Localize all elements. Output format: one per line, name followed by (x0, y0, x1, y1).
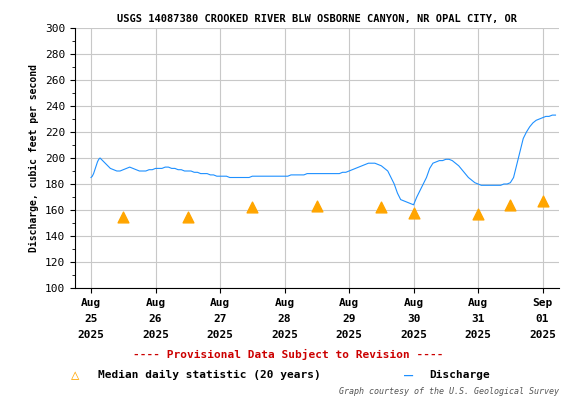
Text: 2025: 2025 (271, 330, 298, 340)
Text: Aug: Aug (468, 298, 488, 308)
Text: 2025: 2025 (78, 330, 104, 340)
Text: Median daily statistic (20 years): Median daily statistic (20 years) (98, 370, 321, 380)
Point (119, 213, 128, 220)
Text: Sep: Sep (532, 298, 553, 308)
Text: 27: 27 (213, 314, 227, 324)
Text: ---- Provisional Data Subject to Revision ----: ---- Provisional Data Subject to Revisio… (132, 348, 444, 360)
Point (377, 204, 386, 210)
Text: —: — (404, 368, 414, 383)
Text: 31: 31 (471, 314, 485, 324)
Point (183, 213, 192, 220)
Text: 2025: 2025 (207, 330, 233, 340)
Text: 25: 25 (84, 314, 98, 324)
Point (538, 198, 547, 204)
Text: 2025: 2025 (400, 330, 427, 340)
Text: 2025: 2025 (336, 330, 362, 340)
Point (409, 209, 418, 216)
Text: 29: 29 (342, 314, 356, 324)
Text: 28: 28 (278, 314, 291, 324)
Point (473, 211, 483, 217)
Point (248, 204, 257, 210)
Text: Aug: Aug (274, 298, 295, 308)
Title: USGS 14087380 CROOKED RIVER BLW OSBORNE CANYON, NR OPAL CITY, OR: USGS 14087380 CROOKED RIVER BLW OSBORNE … (117, 14, 517, 24)
Y-axis label: Discharge, cubic feet per second: Discharge, cubic feet per second (29, 64, 39, 252)
Text: 26: 26 (149, 314, 162, 324)
Text: 01: 01 (536, 314, 550, 324)
Text: 2025: 2025 (142, 330, 169, 340)
Text: Aug: Aug (339, 298, 359, 308)
Text: Aug: Aug (145, 298, 166, 308)
Text: △: △ (71, 368, 79, 382)
Text: 30: 30 (407, 314, 420, 324)
Text: Aug: Aug (210, 298, 230, 308)
Point (312, 203, 321, 209)
Text: Discharge: Discharge (429, 370, 490, 380)
Text: Aug: Aug (403, 298, 424, 308)
Text: 2025: 2025 (465, 330, 491, 340)
Point (506, 202, 515, 208)
Text: 2025: 2025 (529, 330, 556, 340)
Text: Graph courtesy of the U.S. Geological Survey: Graph courtesy of the U.S. Geological Su… (339, 387, 559, 396)
Text: Aug: Aug (81, 298, 101, 308)
